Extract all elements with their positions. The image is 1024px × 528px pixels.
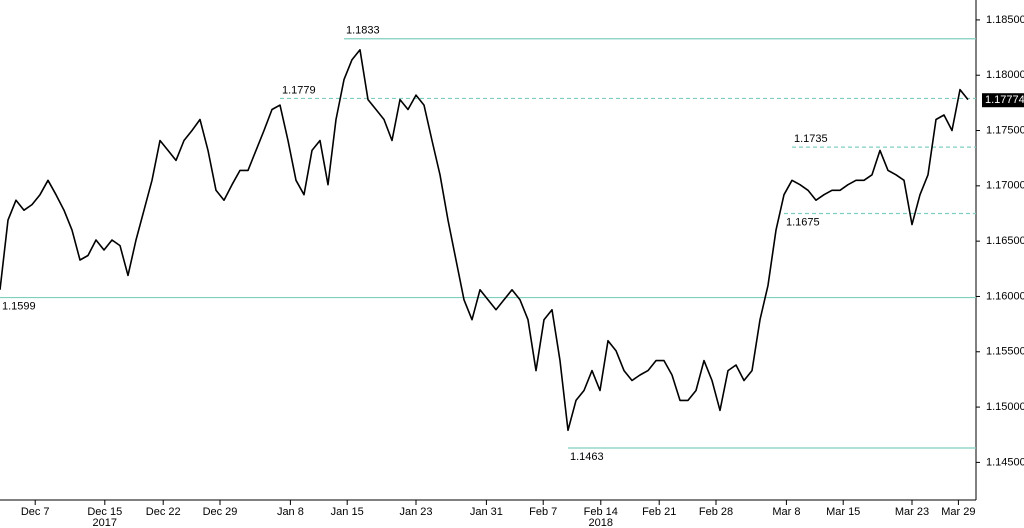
x-tick-label: Jan 23 <box>399 506 432 518</box>
level-label: 1.1833 <box>346 25 380 37</box>
x-tick-label: Mar 23 <box>895 506 929 518</box>
y-tick-label: 1.14500 <box>986 456 1024 468</box>
x-tick-label: Feb 28 <box>699 506 733 518</box>
x-tick-label: Jan 15 <box>331 506 364 518</box>
y-tick-label: 1.15500 <box>986 346 1024 358</box>
y-tick-label: 1.17500 <box>986 124 1024 136</box>
x-tick-label: Dec 22 <box>146 506 181 518</box>
price-line <box>0 49 969 432</box>
x-tick-label: Mar 15 <box>826 506 860 518</box>
year-label: 2018 <box>589 517 613 528</box>
x-tick-label: Dec 29 <box>203 506 238 518</box>
x-tick-label: Mar 8 <box>772 506 800 518</box>
x-tick-label: Dec 7 <box>21 506 50 518</box>
y-tick-label: 1.15000 <box>986 401 1024 413</box>
level-label: 1.1779 <box>282 84 316 96</box>
last-price-label: 1.17774 <box>985 94 1024 106</box>
y-tick-label: 1.16500 <box>986 235 1024 247</box>
level-label: 1.1675 <box>786 216 820 228</box>
y-tick-label: 1.16000 <box>986 290 1024 302</box>
last-price-tag <box>982 93 1024 108</box>
y-tick-label: 1.18500 <box>986 14 1024 26</box>
year-label: 2017 <box>93 517 117 528</box>
x-tick-label: Feb 7 <box>529 506 557 518</box>
x-tick-label: Jan 8 <box>277 506 304 518</box>
x-tick-label: Jan 31 <box>470 506 503 518</box>
level-label: 1.1735 <box>794 133 828 145</box>
y-tick-label: 1.17000 <box>986 180 1024 192</box>
level-label: 1.1599 <box>2 300 36 312</box>
x-tick-label: Dec 15 <box>87 506 122 518</box>
level-label: 1.1463 <box>570 451 604 463</box>
x-tick-label: Feb 14 <box>584 506 618 518</box>
x-tick-label: Feb 21 <box>642 506 676 518</box>
x-tick-label: Mar 29 <box>941 506 975 518</box>
y-tick-label: 1.18000 <box>986 69 1024 81</box>
